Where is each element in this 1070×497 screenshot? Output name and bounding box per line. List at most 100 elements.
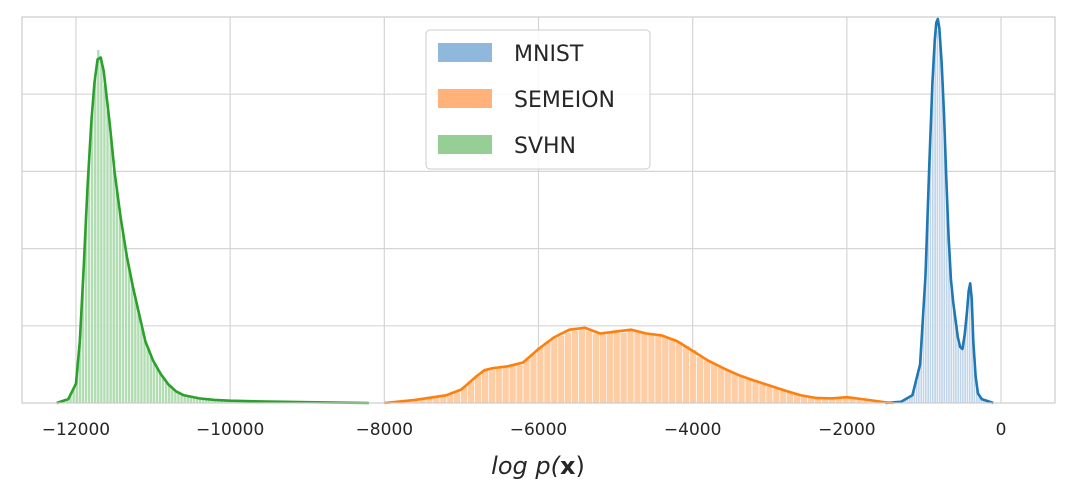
histogram-bar-semeion xyxy=(578,329,586,404)
histogram-bar-semeion xyxy=(723,369,732,404)
histogram-bar-svhn xyxy=(90,116,94,404)
histogram-bar-svhn xyxy=(118,208,122,404)
histogram-bar-svhn xyxy=(127,269,131,404)
histogram-bar-semeion xyxy=(626,329,635,404)
x-tick-label: −10000 xyxy=(196,420,264,440)
kde-curves xyxy=(56,17,994,405)
x-tick-label: −12000 xyxy=(42,420,110,440)
histogram-bar-semeion xyxy=(765,385,774,404)
x-axis-label-prefix: log p( xyxy=(491,452,561,480)
histogram-bar-semeion xyxy=(550,337,559,404)
histogram-bar-mnist xyxy=(961,347,965,404)
histogram-bar-semeion xyxy=(488,368,496,404)
histogram-bar-semeion xyxy=(571,329,579,404)
histogram-bar-semeion xyxy=(529,353,538,404)
histogram-bar-semeion xyxy=(585,330,593,404)
histogram-bar-semeion xyxy=(689,349,697,404)
histogram-bar-semeion xyxy=(668,338,677,404)
histogram-bar-semeion xyxy=(710,363,718,404)
histogram-bar-semeion xyxy=(508,364,517,404)
histogram-bar-semeion xyxy=(647,334,656,404)
x-tick-labels: −12000 −10000 −8000 −6000 −4000 −2000 0 xyxy=(42,420,1007,440)
histogram-bar-semeion xyxy=(633,330,642,404)
histogram-bar-semeion xyxy=(682,345,690,404)
histogram-bar-svhn xyxy=(114,187,119,404)
histogram-bar-semeion xyxy=(564,331,572,404)
histogram-bar-semeion xyxy=(737,375,746,404)
histogram-bar-mnist xyxy=(968,286,972,404)
legend: MNIST SEMEION SVHN xyxy=(425,29,651,170)
legend-swatch-svhn xyxy=(438,135,492,154)
histogram-bar-semeion xyxy=(606,331,614,404)
histogram-bar-mnist xyxy=(956,338,960,404)
histogram-bar-svhn xyxy=(105,109,110,404)
x-axis-label-suffix: ) xyxy=(575,452,584,480)
legend-swatch-mnist xyxy=(438,43,492,62)
legend-label-semeion: SEMEION xyxy=(514,88,615,113)
histogram-bar-mnist xyxy=(935,29,939,404)
histogram-bar-semeion xyxy=(751,380,760,404)
histogram-bar-semeion xyxy=(640,332,649,404)
histogram-bar-svhn xyxy=(124,250,128,404)
bars-mnist xyxy=(885,18,994,404)
kde-curve-semeion xyxy=(384,326,894,405)
x-tick-label: −8000 xyxy=(356,420,414,440)
histogram-bar-svhn xyxy=(99,56,104,404)
x-axis-label: log p(x) xyxy=(491,452,585,480)
histogram-bar-svhn xyxy=(139,325,144,404)
histogram-bar-svhn xyxy=(93,75,98,404)
histogram-bar-semeion xyxy=(675,341,683,404)
legend-label-mnist: MNIST xyxy=(514,42,584,67)
histogram-bar-semeion xyxy=(619,332,628,404)
histogram-bar-semeion xyxy=(661,335,670,404)
histogram-bar-semeion xyxy=(744,378,753,404)
histogram-bar-semeion xyxy=(474,374,482,404)
histogram-bar-semeion xyxy=(592,332,600,404)
histogram-bar-semeion xyxy=(772,387,781,404)
histogram-bar-svhn xyxy=(96,49,101,404)
histogram-bar-svhn xyxy=(108,133,113,404)
histogram-bar-semeion xyxy=(599,331,607,404)
histogram-bar-semeion xyxy=(557,335,566,404)
plot-frame xyxy=(21,16,1056,404)
histogram-bar-semeion xyxy=(696,356,704,404)
histogram-bar-semeion xyxy=(481,369,489,404)
histogram-bar-semeion xyxy=(654,333,663,404)
histogram-bar-svhn xyxy=(133,296,138,404)
histogram-bar-semeion xyxy=(730,373,739,404)
x-axis-label-bold: x xyxy=(560,452,576,480)
histogram-bar-mnist xyxy=(938,24,942,404)
x-tick-label: −2000 xyxy=(818,420,876,440)
legend-label-svhn: SVHN xyxy=(514,134,576,159)
legend-box xyxy=(425,29,651,170)
histogram-bar-svhn xyxy=(142,335,147,404)
histogram-bar-svhn xyxy=(158,371,162,404)
histogram-bar-mnist xyxy=(959,347,963,404)
histogram-bar-semeion xyxy=(612,329,621,404)
histogram-bar-semeion xyxy=(515,364,524,404)
histogram-bar-svhn xyxy=(145,345,150,404)
histogram-bar-svhn xyxy=(148,353,153,404)
histogram-bar-semeion xyxy=(536,346,545,404)
histogram-bar-svhn xyxy=(102,84,107,404)
x-tick-label: 0 xyxy=(996,420,1007,440)
histogram-bar-semeion xyxy=(703,359,711,404)
histogram-bar-semeion xyxy=(717,367,725,404)
histogram-bar-svhn xyxy=(121,228,125,404)
histogram-bar-svhn xyxy=(130,281,135,404)
kde-curve-svhn xyxy=(56,56,369,405)
histogram-bar-semeion xyxy=(501,366,510,404)
x-tick-label: −4000 xyxy=(664,420,722,440)
x-tick-label: −6000 xyxy=(510,420,568,440)
histogram-bar-semeion xyxy=(543,341,552,404)
histogram-bar-svhn xyxy=(111,169,116,404)
histogram-bar-mnist xyxy=(933,42,937,404)
histogram-bar-svhn xyxy=(151,362,156,404)
histogram-bar-semeion xyxy=(758,383,767,404)
legend-swatch-semeion xyxy=(438,89,492,108)
histogram-bar-svhn xyxy=(136,312,141,404)
histogram-bar-semeion xyxy=(522,359,531,404)
histogram-bar-semeion xyxy=(495,367,503,404)
kde-curve-mnist xyxy=(885,17,994,405)
